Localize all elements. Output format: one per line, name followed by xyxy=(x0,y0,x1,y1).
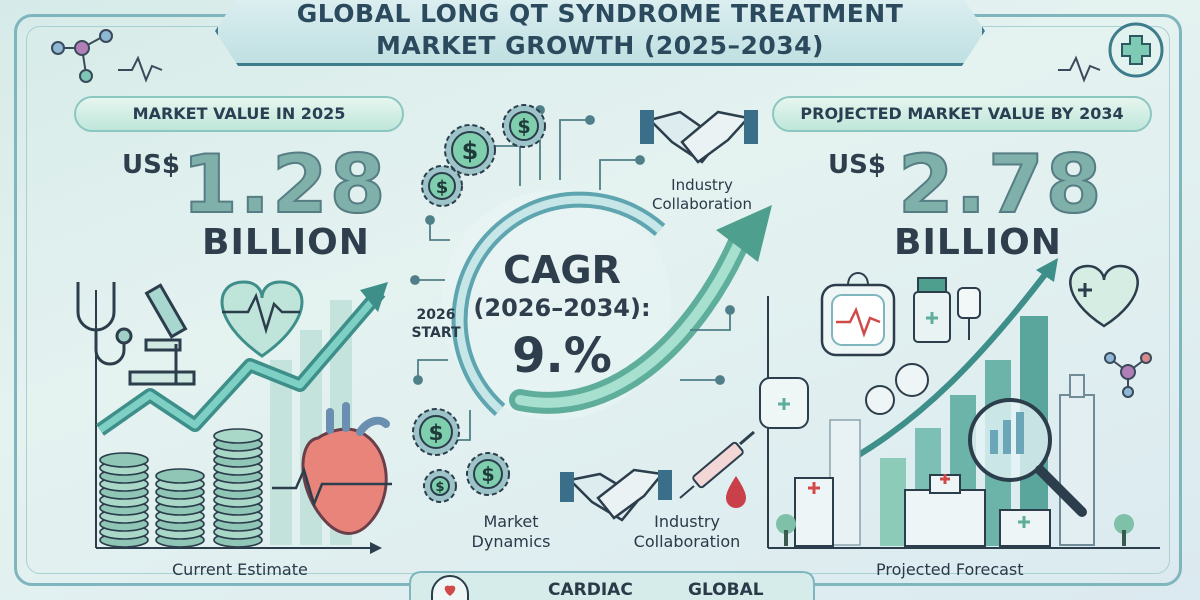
title-line-2: MARKET GROWTH (2025–2034) xyxy=(376,31,824,60)
left-header-pill: MARKET VALUE IN 2025 xyxy=(74,96,404,132)
cagr-ring xyxy=(441,190,772,420)
blood-drop-icon xyxy=(726,476,746,508)
medical-cross-icon xyxy=(1108,22,1164,78)
svg-text:$: $ xyxy=(481,463,494,486)
cagr-label: CAGR xyxy=(503,248,621,292)
collab-top-line-2: Collaboration xyxy=(652,195,752,213)
start-label: 2026 START xyxy=(408,306,464,342)
skyscraper-icon xyxy=(829,374,1095,546)
heart-pulse-icon xyxy=(220,280,304,358)
collab-bottom-line-2: Collaboration xyxy=(633,532,741,551)
svg-text:$: $ xyxy=(436,177,449,198)
syringe-icon xyxy=(679,430,755,499)
cagr-period: (2026–2034): xyxy=(473,294,651,322)
left-unit: BILLION xyxy=(202,222,370,263)
pacemaker-icon xyxy=(820,272,896,357)
pacemaker-icon xyxy=(759,377,809,429)
dynamics-line-1: Market xyxy=(483,512,539,531)
svg-text:$: $ xyxy=(428,421,443,446)
heart-cross-icon xyxy=(1069,264,1139,328)
page-title: GLOBAL LONG QT SYNDROME TREATMENT MARKET… xyxy=(215,0,985,62)
footer-tab-global: GLOBAL xyxy=(688,580,764,600)
hospital-icon xyxy=(794,474,1051,547)
svg-text:$: $ xyxy=(435,480,444,495)
right-unit: BILLION xyxy=(894,222,1062,263)
heart-icon xyxy=(272,402,392,535)
molecule-icon xyxy=(1104,352,1152,398)
start-line-1: 2026 xyxy=(416,307,456,323)
footer-tab-cardiac: CARDIAC xyxy=(548,580,633,600)
title-line-1: GLOBAL LONG QT SYNDROME TREATMENT xyxy=(296,0,904,28)
dynamics-label: Market Dynamics xyxy=(458,512,564,552)
left-value: 1.28 xyxy=(181,137,388,232)
magnifier-icon xyxy=(968,398,1087,517)
handshake-icon xyxy=(560,110,758,522)
circuit-lines xyxy=(410,105,735,445)
right-caption: Projected Forecast xyxy=(876,560,1024,579)
coin-stack-icon xyxy=(99,428,263,548)
svg-text:$: $ xyxy=(517,115,530,138)
collab-top-label: Industry Collaboration xyxy=(640,176,764,214)
molecule-icon xyxy=(51,29,113,83)
start-line-2: START xyxy=(411,325,461,341)
svg-text:$: $ xyxy=(462,137,479,165)
collab-bottom-line-1: Industry xyxy=(654,512,720,531)
doctor-icon xyxy=(865,363,929,415)
title-plate xyxy=(215,0,985,66)
collab-bottom-label: Industry Collaboration xyxy=(620,512,754,552)
pulse-icon xyxy=(118,55,1101,83)
microscope-icon xyxy=(128,283,196,386)
cagr-value: 9.% xyxy=(512,328,612,384)
right-value: 2.78 xyxy=(897,137,1104,232)
left-caption: Current Estimate xyxy=(172,560,308,579)
stethoscope-icon xyxy=(76,282,133,366)
dollar-gear-icon: $ $ $ $ $ $ xyxy=(412,104,546,503)
right-currency: US$ xyxy=(828,150,886,180)
tree-icon xyxy=(776,514,1134,546)
collab-top-line-1: Industry xyxy=(671,176,733,194)
iv-bag-icon xyxy=(957,287,981,340)
footer-tabs xyxy=(409,571,815,600)
right-header-pill: PROJECTED MARKET VALUE BY 2034 xyxy=(772,96,1152,132)
dynamics-line-2: Dynamics xyxy=(471,532,551,551)
medicine-bottle-icon xyxy=(913,277,951,343)
left-currency: US$ xyxy=(122,150,180,180)
